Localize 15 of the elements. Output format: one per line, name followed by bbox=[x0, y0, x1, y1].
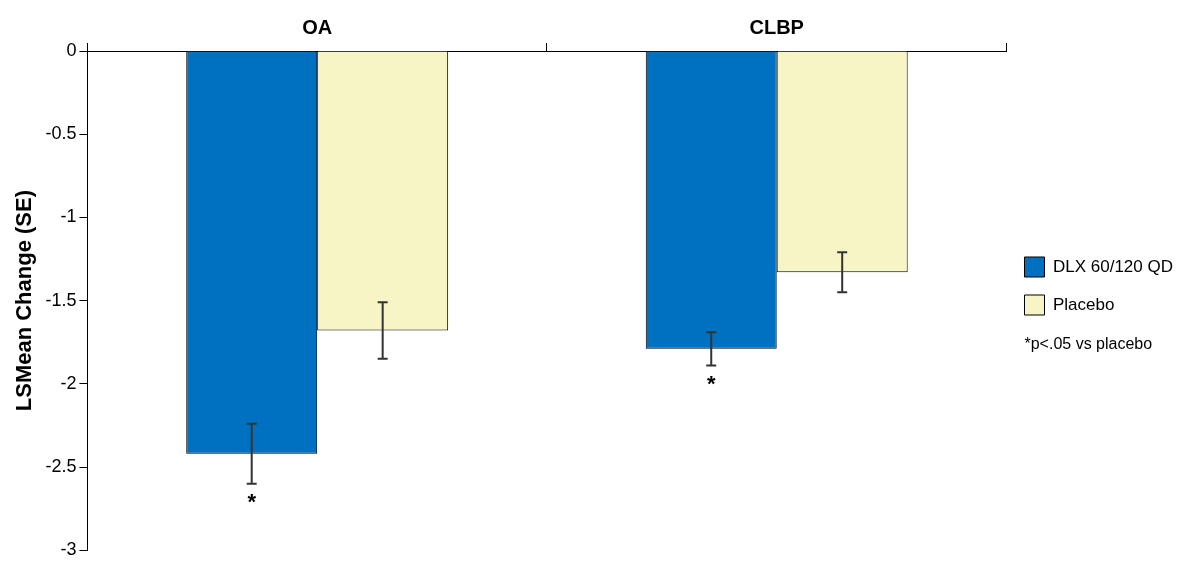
x-tick-label: CLBP bbox=[749, 15, 804, 38]
data-label: * bbox=[706, 370, 716, 396]
text: *p<.05 vs placebo bbox=[1024, 335, 1153, 353]
legend-label: DLX 60/120 QD bbox=[1052, 256, 1173, 276]
y-axis-title: LSMean Change (SE) bbox=[11, 189, 37, 412]
y-tick-label: -2 bbox=[60, 372, 77, 393]
y-tick-label: 0 bbox=[66, 39, 77, 60]
data-label: * bbox=[247, 488, 257, 514]
y-tick-label: -0.5 bbox=[45, 123, 77, 144]
y-tick-label: -3 bbox=[60, 539, 77, 560]
legend-label: Placebo bbox=[1052, 294, 1115, 314]
y-tick-label: -1.5 bbox=[45, 289, 77, 310]
x-tick-label: OA bbox=[302, 15, 333, 38]
y-tick-label: -1 bbox=[60, 206, 77, 227]
y-tick-label: -2.5 bbox=[45, 455, 77, 476]
